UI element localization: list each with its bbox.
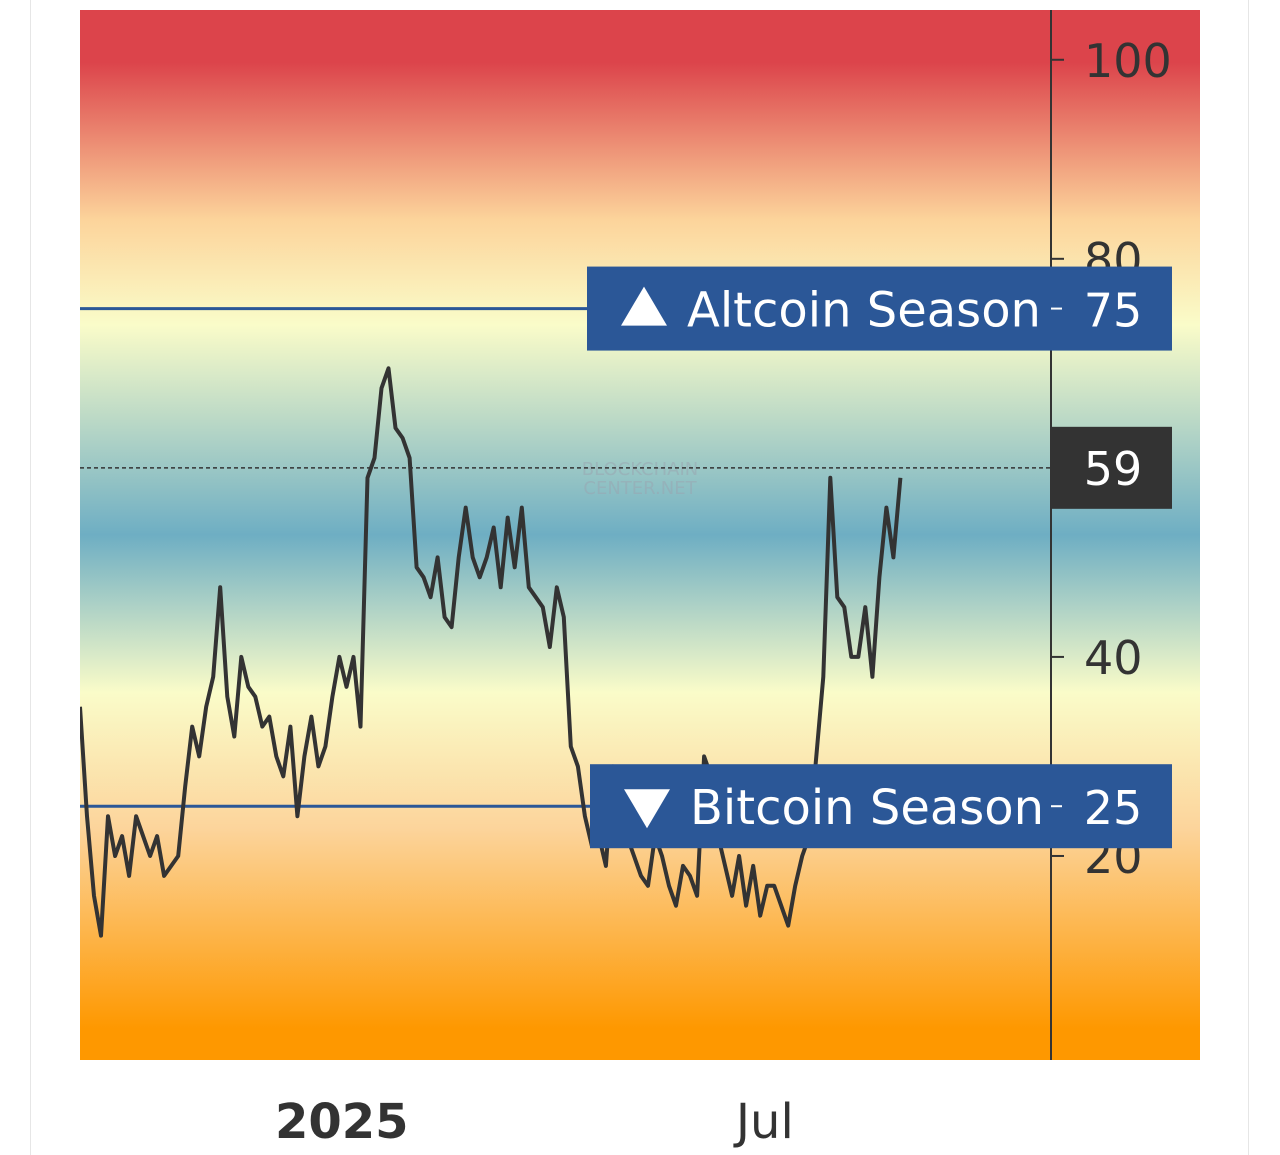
threshold-value-text: 75 [1084, 284, 1143, 338]
threshold-value-text: 25 [1084, 781, 1143, 835]
frame-border-left [30, 0, 31, 1155]
x-tick-label: Jul [733, 1094, 794, 1150]
current-value-text: 59 [1084, 442, 1143, 496]
bitcoin-season-label: Bitcoin Season 25 [590, 764, 1172, 849]
y-tick-label: 100 [1084, 34, 1172, 88]
watermark-line-1: BLOCKCHAIN [582, 459, 698, 480]
watermark: BLOCKCHAIN CENTER.NET [582, 459, 698, 499]
threshold-label-bg [590, 764, 1172, 849]
threshold-label-text: Altcoin Season [687, 283, 1041, 339]
threshold-label-text: Bitcoin Season [690, 780, 1044, 836]
watermark-line-2: CENTER.NET [583, 478, 697, 499]
threshold-labels: Altcoin Season 75 Bitcoin Season 25 [587, 266, 1172, 849]
current-value-label: 59 [1052, 426, 1172, 509]
triangle-up-icon [621, 286, 667, 326]
threshold-label-bg [587, 266, 1172, 351]
x-tick-label: 2025 [275, 1094, 409, 1150]
altcoin-index-series-line [80, 366, 903, 938]
current-value-label-bg [1052, 426, 1172, 509]
plot-background [80, 10, 1200, 1060]
frame-border-right [1248, 0, 1249, 1155]
triangle-down-icon [624, 789, 670, 829]
altcoin-season-label: Altcoin Season 75 [587, 266, 1172, 351]
y-tick-label: 40 [1084, 631, 1143, 685]
x-axis-ticks: 2025 Jul [275, 1094, 794, 1150]
